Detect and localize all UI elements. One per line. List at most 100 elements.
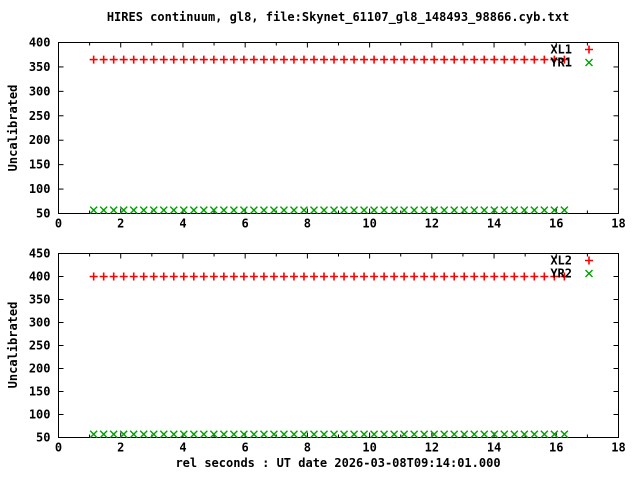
cross-marker [530, 430, 539, 439]
cross-marker [229, 206, 238, 215]
tick-label: 4 [179, 217, 186, 231]
plus-marker [360, 55, 369, 64]
tick-label: 12 [425, 441, 439, 455]
plus-marker [99, 55, 108, 64]
plus-marker [289, 55, 298, 64]
series-YR1 [89, 206, 569, 215]
tick-label: 350 [29, 293, 51, 307]
plus-marker [269, 55, 278, 64]
plus-marker [159, 272, 168, 281]
cross-marker [259, 430, 268, 439]
cross-marker [249, 206, 258, 215]
tick-label: 18 [611, 217, 625, 231]
cross-marker [470, 430, 479, 439]
plus-marker [320, 272, 329, 281]
plus-marker [550, 272, 559, 281]
plus-marker [360, 272, 369, 281]
plus-marker [289, 272, 298, 281]
tick-label: 10 [362, 217, 376, 231]
plus-marker [460, 55, 469, 64]
chart-title: HIRES continuum, gl8, file:Skynet_61107_… [106, 10, 570, 24]
cross-marker [209, 430, 218, 439]
tick-label: 14 [487, 217, 501, 231]
plus-marker [189, 272, 198, 281]
cross-marker [510, 206, 519, 215]
plus-marker [480, 272, 489, 281]
cross-marker [390, 206, 399, 215]
cross-marker [520, 206, 529, 215]
cross-marker [109, 430, 118, 439]
cross-marker [560, 430, 569, 439]
plus-marker [159, 55, 168, 64]
tick-label: 0 [55, 217, 62, 231]
plus-marker [269, 272, 278, 281]
cross-marker [490, 430, 499, 439]
cross-marker [340, 430, 349, 439]
cross-marker [330, 430, 339, 439]
tick-label: 250 [29, 339, 51, 353]
plus-marker [520, 55, 529, 64]
plus-marker [229, 55, 238, 64]
cross-marker [279, 206, 288, 215]
cross-marker [540, 430, 549, 439]
cross-marker [99, 206, 108, 215]
cross-marker [189, 430, 198, 439]
plus-marker [309, 272, 318, 281]
plus-marker [119, 272, 128, 281]
cross-marker [309, 206, 318, 215]
tick-label: 450 [29, 247, 51, 261]
plus-marker [380, 272, 389, 281]
plus-marker [239, 55, 248, 64]
legend-label-YR1: YR1 [550, 56, 572, 70]
cross-marker [139, 206, 148, 215]
cross-marker [159, 206, 168, 215]
plus-marker [470, 272, 479, 281]
plus-marker [490, 272, 499, 281]
tick-label: 400 [29, 270, 51, 284]
plus-marker [279, 55, 288, 64]
plus-marker [470, 55, 479, 64]
tick-label: 18 [611, 441, 625, 455]
cross-marker [129, 206, 138, 215]
plus-marker [89, 55, 98, 64]
plus-marker [400, 55, 409, 64]
cross-marker [229, 430, 238, 439]
plus-marker [350, 55, 359, 64]
plus-marker [109, 272, 118, 281]
tick-label: 14 [487, 441, 501, 455]
cross-marker [320, 430, 328, 439]
plus-marker [540, 272, 549, 281]
plus-marker [169, 272, 178, 281]
cross-marker [390, 430, 399, 439]
cross-marker [199, 430, 208, 439]
tick-label: 200 [29, 362, 51, 376]
plus-marker [320, 55, 329, 64]
tick-label: 10 [362, 441, 376, 455]
cross-marker [169, 430, 178, 439]
plus-marker [139, 272, 148, 281]
cross-marker [410, 206, 419, 215]
plus-marker [350, 272, 359, 281]
plus-marker [340, 272, 349, 281]
plus-marker [189, 55, 198, 64]
plus-marker [430, 272, 439, 281]
tick-label: 2 [117, 217, 124, 231]
cross-marker [149, 206, 158, 215]
plus-marker [380, 55, 389, 64]
plus-marker [430, 55, 439, 64]
cross-marker [360, 206, 369, 215]
cross-marker [450, 206, 459, 215]
plus-marker [219, 55, 228, 64]
cross-marker [149, 430, 158, 439]
cross-marker [330, 206, 339, 215]
plus-marker [420, 55, 429, 64]
cross-marker [89, 206, 98, 215]
plus-marker [169, 55, 178, 64]
cross-marker [550, 430, 559, 439]
plus-marker [309, 55, 318, 64]
plus-marker [279, 272, 288, 281]
plus-marker [420, 272, 429, 281]
